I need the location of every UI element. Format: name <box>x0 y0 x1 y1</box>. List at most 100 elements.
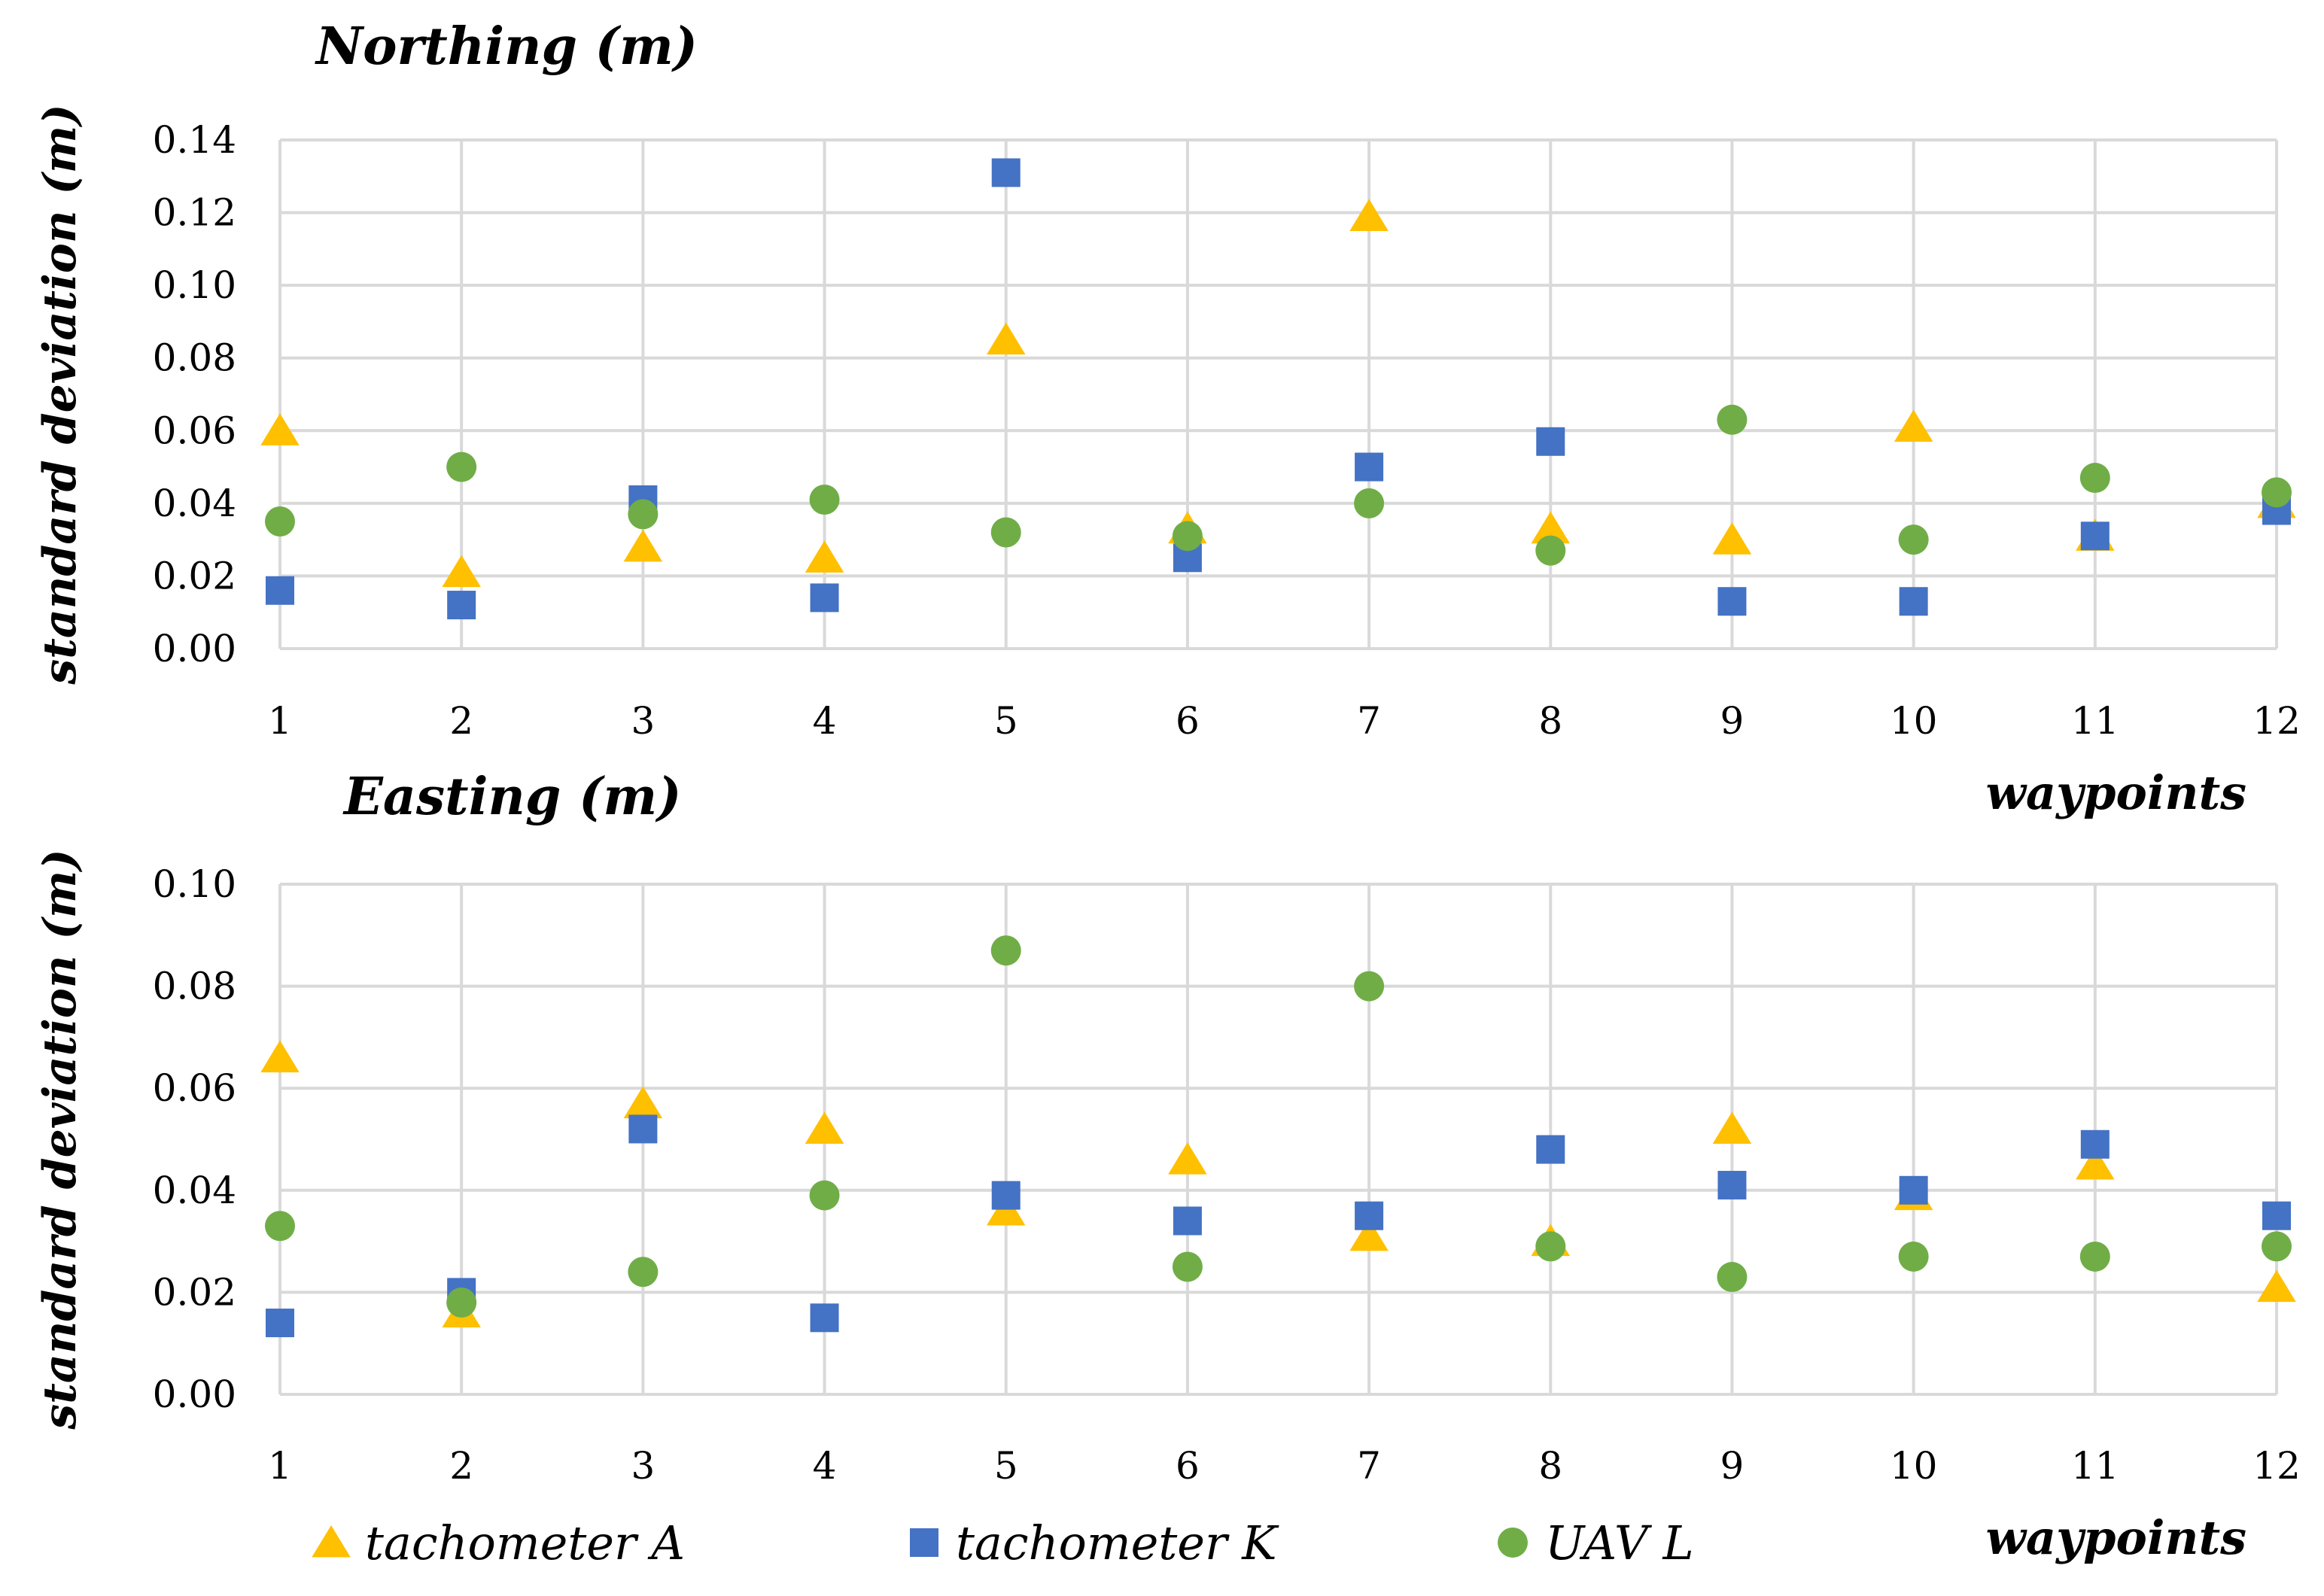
easting-ytick-label: 0.06 <box>153 1066 236 1110</box>
northing-xtick-label: 8 <box>1538 699 1562 743</box>
northing-point-circle-7 <box>1354 488 1385 518</box>
easting-point-square-6 <box>1173 1206 1202 1236</box>
easting-point-square-11 <box>2080 1129 2110 1159</box>
northing-ytick-label: 0.02 <box>153 554 236 597</box>
northing-ytick-label: 0.14 <box>153 118 236 162</box>
northing-ytick-label: 0.00 <box>153 627 236 670</box>
easting-point-circle-8 <box>1535 1231 1566 1262</box>
easting-ytick-label: 0.10 <box>153 862 236 906</box>
northing-point-triangle-10 <box>1894 409 1933 442</box>
northing-ytick-label: 0.04 <box>153 482 236 525</box>
easting-point-square-10 <box>1899 1175 1928 1205</box>
northing-xtick-label: 4 <box>813 699 837 743</box>
northing-point-square-5 <box>991 158 1021 187</box>
northing-point-square-8 <box>1536 427 1565 456</box>
easting-xtick-label: 11 <box>2071 1444 2119 1488</box>
easting-xtick-label: 8 <box>1538 1444 1562 1488</box>
northing-point-square-11 <box>2080 521 2110 551</box>
easting-point-circle-11 <box>2079 1241 2110 1272</box>
easting-point-circle-4 <box>809 1180 840 1211</box>
northing-point-circle-2 <box>446 451 477 482</box>
northing-point-circle-9 <box>1717 404 1748 435</box>
northing-point-circle-12 <box>2262 477 2292 508</box>
northing-point-triangle-3 <box>623 529 663 562</box>
northing-xtick-label: 5 <box>994 699 1018 743</box>
easting-xtick-label: 4 <box>813 1444 837 1488</box>
northing-point-circle-5 <box>990 517 1021 548</box>
easting-ytick-label: 0.08 <box>153 965 236 1008</box>
northing-point-circle-8 <box>1535 535 1566 566</box>
easting-xtick-label: 10 <box>1890 1444 1938 1488</box>
easting-point-triangle-11 <box>2076 1147 2115 1180</box>
northing-xtick-label: 3 <box>631 699 655 743</box>
easting-point-triangle-12 <box>2257 1269 2296 1303</box>
easting-point-square-8 <box>1536 1135 1565 1164</box>
northing-ytick-label: 0.08 <box>153 336 236 380</box>
easting-xtick-label: 1 <box>268 1444 292 1488</box>
easting-point-circle-7 <box>1354 971 1385 1002</box>
northing-point-square-4 <box>810 583 839 613</box>
legend-label: tachometer K <box>956 1515 1279 1570</box>
northing-point-circle-3 <box>628 499 659 530</box>
legend: tachometer A tachometer K UAV L <box>312 1515 1694 1570</box>
easting-point-square-4 <box>810 1303 839 1333</box>
easting-xtick-label: 9 <box>1720 1444 1745 1488</box>
easting-xtick-label: 3 <box>631 1444 655 1488</box>
northing-ytick-label: 0.06 <box>153 409 236 452</box>
legend-label: tachometer A <box>365 1515 685 1570</box>
easting-ytick-label: 0.02 <box>153 1270 236 1314</box>
northing-xtick-label: 1 <box>268 699 292 743</box>
northing-xtick-label: 11 <box>2071 699 2119 743</box>
easting-point-triangle-9 <box>1712 1111 1752 1144</box>
northing-panel: 0.000.020.040.060.080.100.120.141 2 3 4 5 6 7 8… <box>34 17 2301 820</box>
northing-xtick-label: 6 <box>1176 699 1200 743</box>
northing-point-triangle-4 <box>805 540 844 573</box>
easting-point-circle-12 <box>2262 1231 2292 1262</box>
northing-xlabel: waypoints <box>1986 765 2246 820</box>
northing-point-square-7 <box>1355 452 1384 482</box>
northing-xtick-label: 10 <box>1890 699 1938 743</box>
northing-point-square-1 <box>266 576 294 605</box>
easting-point-triangle-1 <box>260 1040 300 1073</box>
easting-ylabel: standard deviation (m) <box>34 849 87 1430</box>
northing-point-circle-11 <box>2079 463 2110 494</box>
northing-point-triangle-5 <box>986 322 1026 355</box>
easting-point-square-7 <box>1355 1201 1384 1230</box>
northing-xtick-label: 7 <box>1357 699 1381 743</box>
northing-xtick-label: 2 <box>449 699 473 743</box>
easting-point-circle-5 <box>990 935 1021 966</box>
easting-xlabel: waypoints <box>1986 1510 2246 1565</box>
easting-panel: 0.000.020.040.060.080.101 2 3 4 5 6 7 8 9 10 11 12E… <box>34 767 2301 1565</box>
easting-point-circle-3 <box>628 1257 659 1287</box>
northing-point-square-9 <box>1717 587 1747 616</box>
easting-point-circle-2 <box>446 1287 477 1318</box>
easting-point-triangle-6 <box>1168 1142 1207 1175</box>
easting-point-triangle-3 <box>623 1086 663 1119</box>
easting-title: Easting (m) <box>342 767 681 827</box>
northing-point-circle-1 <box>265 506 295 537</box>
easting-point-square-12 <box>2262 1201 2291 1230</box>
northing-point-triangle-8 <box>1531 511 1571 544</box>
northing-xtick-label: 12 <box>2253 699 2301 743</box>
easting-point-square-1 <box>266 1309 294 1338</box>
northing-ylabel: standard deviation (m) <box>34 104 87 685</box>
legend-marker-circle <box>1498 1528 1528 1558</box>
easting-point-square-9 <box>1717 1171 1747 1200</box>
easting-point-triangle-7 <box>1349 1218 1389 1251</box>
easting-point-square-5 <box>991 1181 1021 1210</box>
northing-point-triangle-2 <box>442 555 481 588</box>
easting-point-triangle-4 <box>805 1111 844 1144</box>
easting-xtick-label: 7 <box>1357 1444 1381 1488</box>
easting-point-circle-10 <box>1898 1241 1929 1272</box>
easting-ytick-label: 0.00 <box>153 1373 236 1416</box>
northing-point-triangle-7 <box>1349 199 1389 231</box>
northing-point-circle-10 <box>1898 524 1929 555</box>
northing-point-square-10 <box>1899 587 1928 616</box>
northing-point-triangle-9 <box>1712 522 1752 555</box>
easting-ytick-label: 0.04 <box>153 1169 236 1212</box>
legend-marker-square <box>910 1528 938 1557</box>
northing-point-circle-4 <box>809 485 840 515</box>
northing-xtick-label: 9 <box>1720 699 1745 743</box>
